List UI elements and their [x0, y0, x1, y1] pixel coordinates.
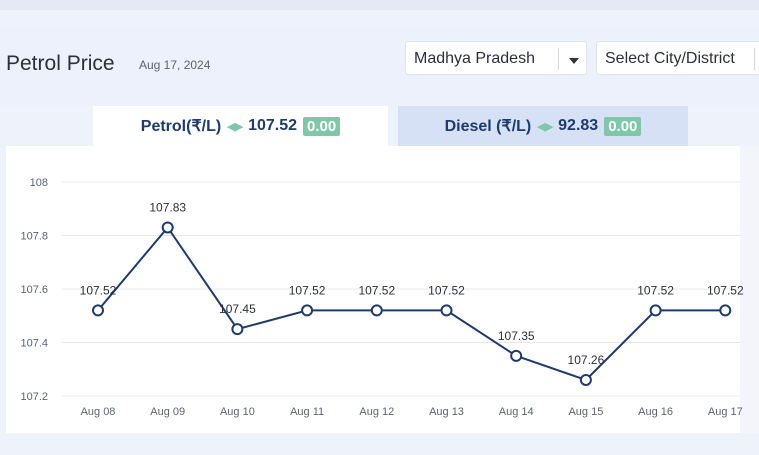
state-select-value: Madhya Pradesh — [414, 50, 535, 67]
data-label: 107.52 — [707, 283, 744, 297]
data-label: 107.52 — [289, 283, 326, 297]
x-tick-label: Aug 17 — [708, 406, 743, 418]
data-label: 107.26 — [568, 353, 605, 367]
tab-diesel[interactable]: Diesel (₹/L) ◀▶ 92.83 0.00 — [398, 106, 688, 146]
x-tick-label: Aug 09 — [150, 406, 185, 418]
x-tick-label: Aug 10 — [220, 406, 255, 418]
x-tick-label: Aug 13 — [429, 406, 464, 418]
data-point — [231, 323, 244, 336]
y-tick-label: 107.2 — [20, 391, 48, 403]
data-label: 107.45 — [219, 302, 256, 316]
page-title: Petrol Price — [6, 52, 115, 75]
data-point — [649, 304, 662, 317]
tab-diesel-price: 92.83 — [558, 117, 599, 134]
select-divider — [754, 48, 755, 70]
data-label: 107.52 — [80, 283, 117, 297]
data-point — [92, 304, 104, 317]
change-arrows-icon: ◀▶ — [537, 120, 553, 133]
state-select[interactable]: Madhya Pradesh — [405, 41, 587, 75]
data-point — [161, 221, 174, 234]
scroll-rail[interactable] — [740, 146, 759, 433]
data-label: 107.52 — [637, 283, 674, 297]
x-tick-label: Aug 12 — [359, 406, 394, 418]
data-label: 107.52 — [358, 283, 395, 297]
price-date: Aug 17, 2024 — [139, 58, 211, 72]
data-point — [370, 304, 383, 317]
tab-diesel-label: Diesel (₹/L) — [444, 118, 532, 135]
data-point — [440, 304, 453, 317]
city-select[interactable]: Select City/District — [596, 41, 759, 75]
tab-petrol-change-badge: 0.00 — [303, 116, 341, 136]
data-label: 107.35 — [498, 329, 535, 343]
city-select-value: Select City/District — [605, 50, 735, 67]
y-tick-label: 107.8 — [20, 231, 48, 243]
data-label: 107.52 — [428, 283, 465, 297]
series-line — [97, 225, 726, 382]
data-point — [510, 349, 523, 362]
data-label: 107.83 — [149, 200, 186, 214]
x-tick-label: Aug 08 — [81, 406, 116, 418]
x-tick-label: Aug 15 — [568, 406, 603, 418]
top-band — [0, 0, 759, 10]
tab-diesel-change-badge: 0.00 — [604, 116, 642, 136]
change-arrows-icon: ◀▶ — [227, 120, 243, 133]
tab-petrol-price: 107.52 — [248, 117, 298, 134]
y-tick-label: 107.4 — [20, 338, 48, 350]
x-tick-label: Aug 11 — [290, 406, 324, 418]
x-tick-label: Aug 16 — [638, 406, 673, 418]
x-tick-label: Aug 14 — [499, 406, 534, 418]
data-point — [719, 304, 732, 317]
tab-petrol-label: Petrol(₹/L) — [140, 118, 222, 135]
y-tick-label: 107.6 — [20, 284, 48, 296]
tab-petrol[interactable]: Petrol(₹/L) ◀▶ 107.52 0.00 — [93, 106, 388, 146]
chevron-down-icon[interactable] — [569, 58, 579, 64]
y-tick-label: 108 — [30, 177, 48, 189]
select-divider — [558, 48, 559, 70]
data-point — [301, 304, 314, 317]
data-point — [579, 373, 592, 386]
